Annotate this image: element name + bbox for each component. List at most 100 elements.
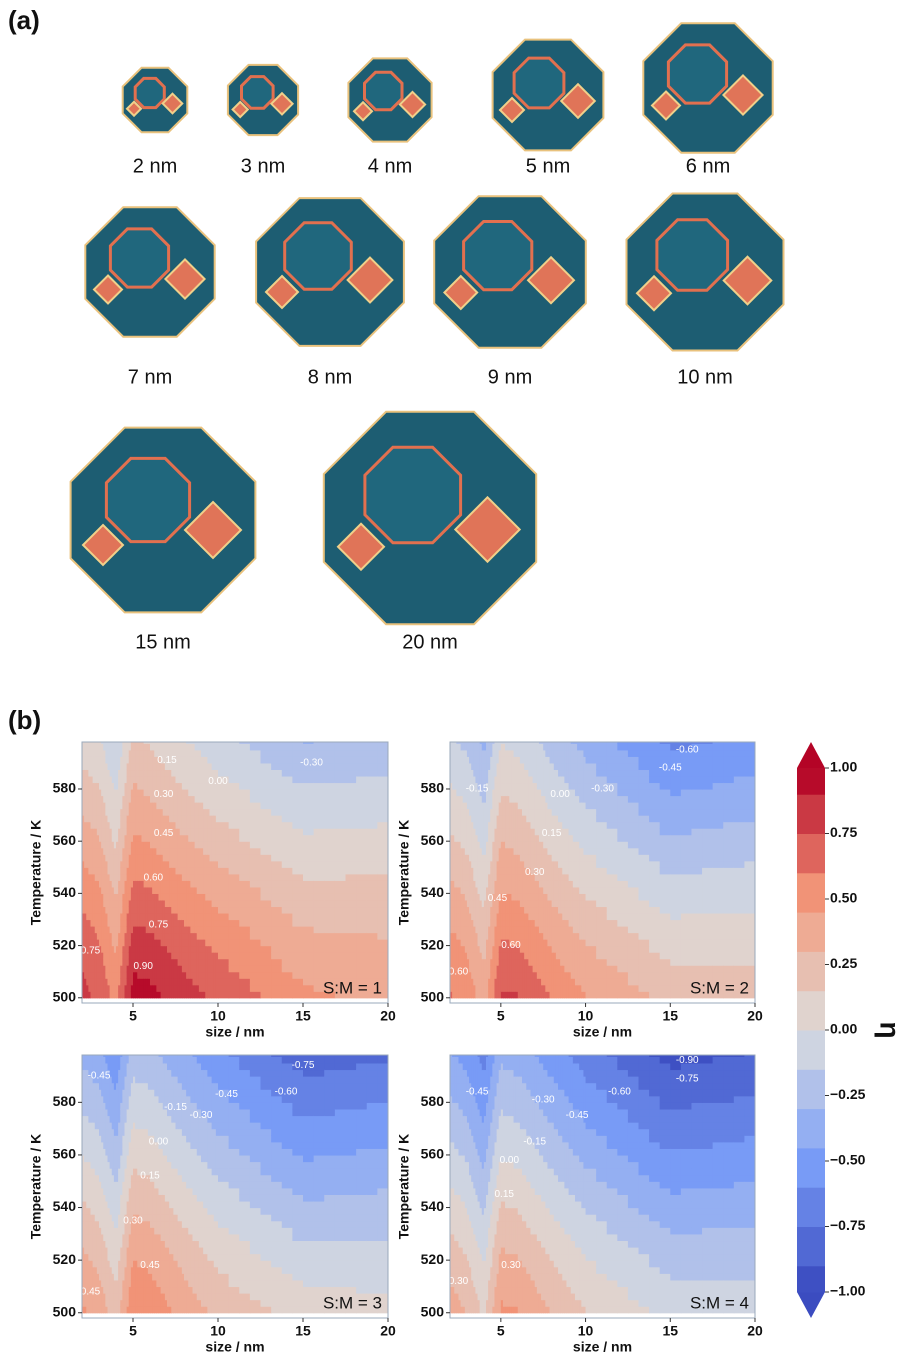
contour-cell bbox=[190, 965, 194, 973]
contour-cell bbox=[490, 926, 493, 934]
contour-cell bbox=[324, 782, 336, 790]
contour-cell bbox=[733, 965, 746, 973]
contour-cell bbox=[458, 847, 462, 855]
contour-cell bbox=[141, 965, 145, 973]
contour-cell bbox=[260, 828, 272, 836]
contour-cell bbox=[173, 854, 177, 862]
contour-cell bbox=[680, 893, 693, 901]
contour-cell bbox=[579, 899, 582, 908]
contour-cell bbox=[145, 769, 149, 777]
contour-cell bbox=[103, 756, 106, 764]
contour-cell bbox=[500, 932, 504, 940]
y-tick-label: 540 bbox=[53, 884, 77, 900]
contour-cell bbox=[184, 769, 187, 777]
contour-cell bbox=[88, 939, 92, 947]
contour-cell bbox=[547, 952, 551, 960]
contour-cell bbox=[486, 899, 489, 908]
contour-cell bbox=[356, 886, 368, 894]
contour-cell bbox=[581, 939, 585, 947]
contour-cell bbox=[105, 788, 109, 797]
contour-cell bbox=[116, 802, 119, 810]
contour-cell bbox=[496, 860, 500, 868]
contour-cell bbox=[101, 926, 104, 934]
contour-cell bbox=[450, 965, 453, 973]
contour-cell bbox=[345, 886, 357, 894]
contour-cell bbox=[733, 893, 746, 901]
contour-cell bbox=[555, 991, 559, 999]
contour-cell bbox=[194, 742, 198, 744]
contour-cell bbox=[124, 893, 128, 901]
contour-cell bbox=[184, 958, 187, 966]
contour-cell bbox=[186, 749, 189, 757]
contour-cell bbox=[141, 802, 145, 810]
contour-cell bbox=[169, 971, 172, 979]
contour-cell bbox=[450, 971, 453, 979]
contour-cell bbox=[99, 808, 102, 816]
contour-cell bbox=[528, 965, 532, 973]
contour-cell bbox=[175, 828, 179, 836]
contour-cell bbox=[188, 926, 191, 934]
contour-cell bbox=[553, 945, 557, 953]
contour-cell bbox=[528, 841, 532, 849]
contour-cell bbox=[196, 893, 200, 901]
contour-cell bbox=[139, 860, 143, 868]
contour-cell bbox=[203, 945, 206, 953]
contour-cell bbox=[483, 939, 487, 947]
contour-cell bbox=[101, 769, 104, 777]
contour-cell bbox=[124, 782, 128, 790]
contour-cell bbox=[96, 834, 100, 842]
contour-cell bbox=[84, 749, 87, 757]
contour-cell bbox=[156, 886, 160, 894]
contour-cell bbox=[469, 945, 472, 953]
contour-cell bbox=[173, 788, 177, 797]
contour-cell bbox=[477, 854, 481, 862]
contour-cell bbox=[303, 743, 315, 751]
contour-cell bbox=[638, 893, 650, 901]
contour-cell bbox=[545, 926, 549, 934]
contour-cell bbox=[450, 958, 453, 966]
contour-cell bbox=[549, 873, 553, 881]
contour-cell bbox=[179, 873, 183, 881]
contour-cell bbox=[513, 899, 517, 908]
contour-cell bbox=[496, 984, 500, 992]
contour-cell bbox=[579, 971, 582, 979]
contour-cell bbox=[377, 952, 388, 960]
contour-cell bbox=[462, 854, 466, 862]
contour-cell bbox=[334, 939, 347, 947]
contour-cell bbox=[562, 952, 565, 960]
contour-cell bbox=[205, 821, 208, 829]
contour-cell bbox=[324, 756, 336, 764]
contour-cell bbox=[133, 828, 136, 836]
contour-cell bbox=[177, 919, 181, 927]
contour-cell bbox=[606, 978, 618, 986]
contour-cell bbox=[532, 991, 536, 999]
contour-cell bbox=[192, 769, 196, 777]
contour-cell bbox=[137, 788, 140, 797]
contour-cell bbox=[143, 821, 147, 829]
contour-cell bbox=[188, 815, 191, 823]
contour-cell bbox=[530, 939, 534, 947]
contour-cell bbox=[313, 743, 325, 751]
contour-cell bbox=[188, 991, 191, 999]
contour-cell bbox=[260, 939, 272, 947]
contour-cell bbox=[88, 860, 92, 868]
contour-cell bbox=[164, 899, 168, 908]
contour-cell bbox=[670, 958, 682, 966]
contour-cell bbox=[118, 932, 121, 940]
contour-cell bbox=[511, 899, 515, 908]
contour-cell bbox=[281, 743, 293, 751]
contour-cell bbox=[475, 873, 479, 881]
contour-cell bbox=[139, 880, 143, 888]
contour-cell bbox=[532, 971, 536, 979]
contour-cell bbox=[181, 926, 185, 934]
contour-cell bbox=[84, 834, 87, 842]
contour-cell bbox=[466, 886, 470, 894]
contour-cell bbox=[479, 965, 483, 973]
contour-cell bbox=[213, 952, 217, 960]
contour-cell bbox=[82, 808, 85, 816]
contour-cell bbox=[175, 808, 179, 816]
contour-cell bbox=[113, 899, 117, 908]
contour-cell bbox=[194, 893, 198, 901]
contour-cell bbox=[122, 782, 126, 790]
contour-cell bbox=[169, 991, 172, 999]
